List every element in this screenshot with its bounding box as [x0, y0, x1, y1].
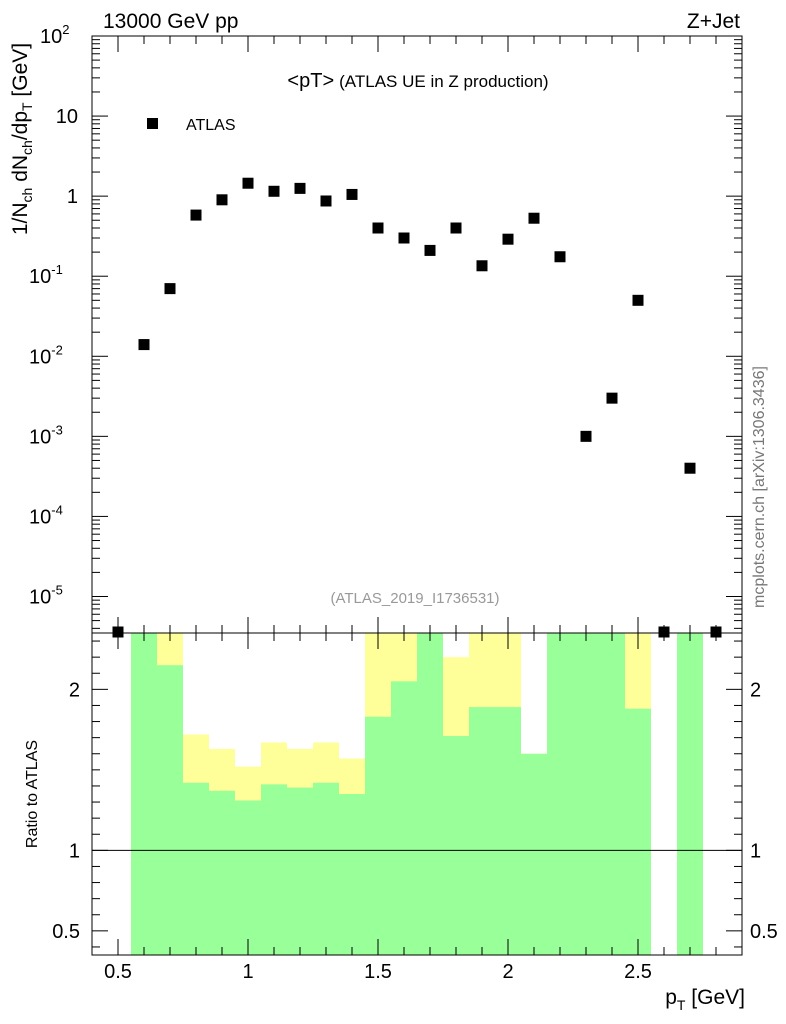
- ratio-band-inner: [157, 665, 183, 955]
- ratio-y-tick-label-right: 1: [750, 840, 761, 862]
- ratio-y-tick-label: 2: [69, 679, 80, 701]
- x-tick-label: 0.5: [104, 961, 132, 983]
- ratio-y-tick-label: 1: [69, 840, 80, 862]
- ratio-y-tick-label-right: 2: [750, 679, 761, 701]
- x-axis-label: pT [GeV]: [665, 986, 745, 1013]
- ratio-band-inner: [313, 782, 339, 955]
- data-point: [450, 222, 462, 234]
- ratio-y-tick-label: 0.5: [52, 921, 80, 943]
- process-label: Z+Jet: [687, 10, 740, 33]
- x-tick-label: 2.5: [624, 961, 652, 983]
- ratio-band-inner: [391, 681, 417, 955]
- data-point: [242, 177, 254, 189]
- y-tick-label: 10-3: [29, 422, 63, 448]
- ratio-band-inner: [443, 736, 469, 955]
- x-tick-label: 2: [502, 961, 513, 983]
- ratio-band-inner: [131, 633, 157, 955]
- x-tick-label: 1: [242, 961, 253, 983]
- ratio-band-inner: [521, 753, 547, 955]
- data-point: [554, 251, 566, 263]
- ratio-band-inner: [183, 782, 209, 955]
- main-y-tick-labels: 102 10 1 10-1 10-2 10-3 10-4 10-5: [29, 22, 78, 608]
- data-point: [346, 188, 358, 200]
- ratio-band-inner: [339, 794, 365, 955]
- y-tick-label: 10: [56, 106, 78, 128]
- data-point: [580, 430, 592, 442]
- ratio-band-inner: [625, 708, 651, 955]
- data-point: [138, 339, 150, 351]
- ratio-band-inner: [287, 787, 313, 955]
- data-point: [320, 195, 332, 207]
- data-point: [476, 260, 488, 272]
- ratio-y-tick-labels: 0.5 0.5 1 1 2 2: [52, 679, 778, 943]
- data-point: [424, 244, 436, 256]
- ratio-y-axis-label: Ratio to ATLAS: [24, 740, 41, 848]
- data-point: [398, 232, 410, 244]
- main-y-axis-label: 1/Nch dNch/dpT [GeV]: [9, 43, 35, 235]
- data-point: [372, 222, 384, 234]
- ratio-band-inner: [235, 800, 261, 955]
- ratio-band-inner: [261, 784, 287, 955]
- legend-marker: [147, 118, 158, 129]
- ratio-axes: [91, 632, 743, 956]
- ratio-plot-panel: 0.5 0.5 1 1 2 2 0.5 1 1.5 2 2.5 Ratio to ATLAS pT…: [24, 632, 778, 1013]
- y-tick-label: 10-2: [29, 342, 63, 368]
- ratio-band-inner: [417, 633, 443, 955]
- ratio-band-inner: [469, 707, 495, 955]
- ratio-band-inner: [573, 633, 599, 955]
- plot-title: <pT> (ATLAS UE in Z production): [287, 70, 548, 92]
- ratio-band-inner: [547, 633, 573, 955]
- plot-title-main: <pT>: [287, 70, 334, 92]
- data-point: [190, 209, 202, 221]
- energy-label: 13000 GeV pp: [103, 10, 238, 33]
- y-tick-label: 10-1: [29, 262, 63, 288]
- data-point: [632, 294, 644, 306]
- ratio-band-inner: [677, 633, 703, 955]
- data-markers: [112, 177, 722, 638]
- y-tick-label: 10-5: [29, 582, 63, 608]
- data-point: [684, 462, 696, 474]
- y-tick-label: 10-4: [29, 502, 63, 528]
- ratio-uncertainty-bands: [131, 633, 703, 955]
- y-tick-label: 102: [40, 22, 69, 48]
- legend-label: ATLAS: [186, 117, 236, 134]
- y-tick-label: 1: [67, 186, 78, 208]
- x-tick-label: 1.5: [364, 961, 392, 983]
- side-label: mcplots.cern.ch [arXiv:1306.3436]: [751, 366, 768, 608]
- plot-title-sub: (ATLAS UE in Z production): [339, 72, 548, 91]
- ratio-frame: [91, 632, 743, 956]
- ratio-band-inner: [365, 716, 391, 955]
- ratio-band-inner: [599, 633, 625, 955]
- data-point: [528, 212, 540, 224]
- x-tick-labels: 0.5 1 1.5 2 2.5: [104, 961, 652, 983]
- main-plot-panel: 102 10 1 10-1 10-2 10-3 10-4 10-5 <pT> (ATLAS U…: [9, 22, 743, 638]
- ratio-band-inner: [209, 790, 235, 955]
- ratio-y-tick-label-right: 0.5: [750, 921, 778, 943]
- data-point: [268, 185, 280, 197]
- data-point: [164, 283, 176, 295]
- data-point: [294, 182, 306, 194]
- ratio-band-inner: [495, 707, 521, 955]
- data-point: [502, 233, 514, 245]
- data-point: [216, 194, 228, 206]
- data-point: [606, 392, 618, 404]
- analysis-id: (ATLAS_2019_I1736531): [330, 590, 499, 607]
